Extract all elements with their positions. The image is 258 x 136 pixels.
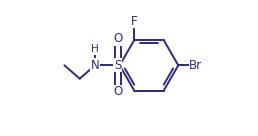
Text: O: O bbox=[113, 86, 122, 98]
Text: N: N bbox=[91, 59, 99, 72]
Text: H: H bbox=[91, 44, 99, 54]
Text: Br: Br bbox=[189, 59, 202, 72]
Text: O: O bbox=[113, 32, 122, 45]
Text: S: S bbox=[114, 59, 121, 72]
Text: F: F bbox=[131, 15, 138, 28]
